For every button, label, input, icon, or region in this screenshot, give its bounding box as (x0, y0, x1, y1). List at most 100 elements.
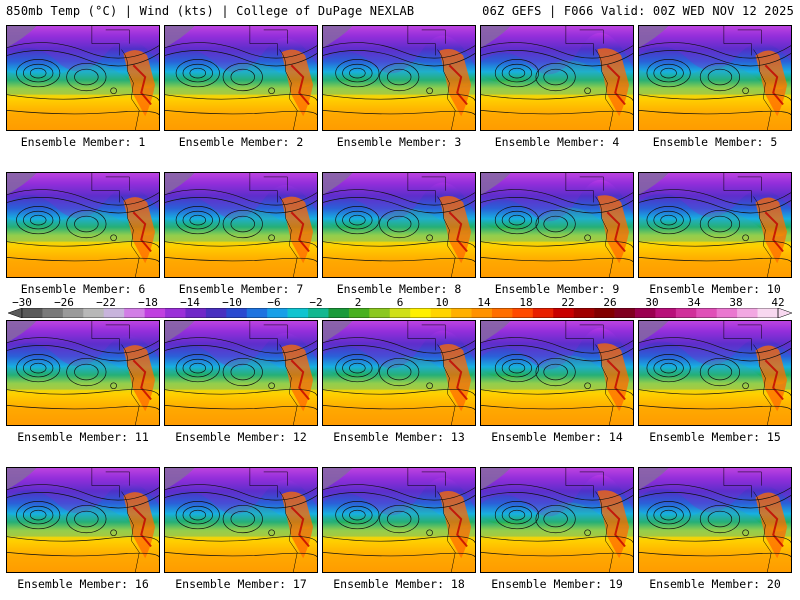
colorbar-tick-label: 10 (435, 296, 449, 309)
colorbar-swatch (144, 308, 166, 318)
ensemble-member-map (638, 172, 792, 278)
ensemble-member-map (322, 172, 476, 278)
colorbar-tick-label: 14 (477, 296, 491, 309)
ensemble-member-map (480, 25, 634, 131)
colorbar-swatch (573, 308, 595, 318)
colorbar-swatch (634, 308, 656, 318)
colorbar-swatch (655, 308, 677, 318)
map-title: 850mb Temp (°C) | Wind (kts) | College o… (6, 4, 415, 18)
colorbar-swatch (83, 308, 105, 318)
colorbar-tick-label: 30 (645, 296, 659, 309)
colorbar-swatch (737, 308, 758, 318)
colorbar-swatch (62, 308, 84, 318)
ensemble-member-label: Ensemble Member: 7 (178, 282, 304, 296)
colorbar-tick-label: −22 (96, 296, 116, 309)
colorbar-tick-label: 38 (729, 296, 743, 309)
colorbar-tick-label: 34 (687, 296, 701, 309)
ensemble-member-map (6, 320, 160, 426)
model-run-info: 06Z GEFS | F066 Valid: 00Z WED NOV 12 20… (482, 4, 794, 18)
ensemble-member-label: Ensemble Member: 1 (20, 135, 146, 149)
ensemble-member-map (164, 25, 318, 131)
ensemble-member-map (480, 320, 634, 426)
colorbar-swatch (124, 308, 145, 318)
colorbar-swatch (696, 308, 718, 318)
ensemble-member-map (322, 320, 476, 426)
ensemble-member-label: Ensemble Member: 4 (494, 135, 620, 149)
colorbar-swatch (512, 308, 534, 318)
colorbar-tick-label: 6 (396, 296, 404, 309)
colorbar-swatch (287, 308, 309, 318)
colorbar-swatch (594, 308, 615, 318)
colorbar-swatch (389, 308, 411, 318)
colorbar-swatch (614, 308, 636, 318)
ensemble-member-label: Ensemble Member: 6 (20, 282, 146, 296)
ensemble-member-map (164, 172, 318, 278)
ensemble-member-map (164, 320, 318, 426)
ensemble-member-map (6, 25, 160, 131)
temperature-colorbar (8, 308, 792, 318)
colorbar-tick-label: −2 (309, 296, 323, 309)
ensemble-member-label: Ensemble Member: 15 (649, 430, 781, 444)
ensemble-member-label: Ensemble Member: 14 (491, 430, 623, 444)
colorbar-swatch (42, 308, 64, 318)
colorbar-swatch (22, 308, 43, 318)
colorbar-swatch (553, 308, 574, 318)
colorbar-swatch (757, 308, 779, 318)
colorbar-swatch (348, 308, 370, 318)
colorbar-swatch (471, 308, 493, 318)
colorbar-tick-label: 18 (519, 296, 533, 309)
colorbar-swatch (103, 308, 125, 318)
colorbar-min-arrow (8, 308, 23, 318)
ensemble-member-map (638, 25, 792, 131)
colorbar-tick-labels: −30 −26 −22 −18 −14 −10 −6 −2 2 6 10 14 18 22 26 30 34 38… (0, 296, 800, 309)
ensemble-member-map (6, 172, 160, 278)
colorbar-swatch (369, 308, 391, 318)
colorbar-tick-label: 26 (603, 296, 617, 309)
colorbar-swatch (451, 308, 472, 318)
colorbar-swatch (246, 308, 268, 318)
ensemble-member-label: Ensemble Member: 8 (336, 282, 462, 296)
colorbar-swatch (328, 308, 350, 318)
colorbar-tick-label: −18 (138, 296, 158, 309)
ensemble-member-map (638, 467, 792, 573)
ensemble-member-map (480, 172, 634, 278)
colorbar-swatch (532, 308, 554, 318)
ensemble-member-map (480, 467, 634, 573)
colorbar-swatch (308, 308, 329, 318)
ensemble-member-label: Ensemble Member: 16 (17, 577, 149, 591)
ensemble-member-label: Ensemble Member: 20 (649, 577, 781, 591)
colorbar-tick-label: −10 (222, 296, 242, 309)
colorbar-swatch (267, 308, 288, 318)
ensemble-member-label: Ensemble Member: 13 (333, 430, 465, 444)
colorbar-max-arrow (777, 308, 792, 318)
ensemble-member-label: Ensemble Member: 17 (175, 577, 307, 591)
ensemble-member-label: Ensemble Member: 3 (336, 135, 462, 149)
colorbar-tick-label: −6 (267, 296, 281, 309)
colorbar-swatch (491, 308, 513, 318)
colorbar-swatch (716, 308, 738, 318)
ensemble-member-label: Ensemble Member: 2 (178, 135, 304, 149)
colorbar-swatch (675, 308, 697, 318)
ensemble-member-label: Ensemble Member: 11 (17, 430, 149, 444)
colorbar-tick-label: −14 (180, 296, 200, 309)
ensemble-member-map (164, 467, 318, 573)
colorbar-swatch (205, 308, 227, 318)
ensemble-member-label: Ensemble Member: 10 (649, 282, 781, 296)
colorbar-tick-label: 2 (354, 296, 362, 309)
ensemble-member-label: Ensemble Member: 12 (175, 430, 307, 444)
colorbar-swatch (226, 308, 248, 318)
ensemble-member-map (638, 320, 792, 426)
ensemble-member-label: Ensemble Member: 18 (333, 577, 465, 591)
colorbar-swatch (185, 308, 207, 318)
colorbar-swatch (430, 308, 452, 318)
colorbar-swatch (410, 308, 431, 318)
ensemble-member-label: Ensemble Member: 5 (652, 135, 778, 149)
colorbar-tick-label: 22 (561, 296, 575, 309)
ensemble-member-map (6, 467, 160, 573)
ensemble-member-label: Ensemble Member: 9 (494, 282, 620, 296)
colorbar-tick-label: 42 (771, 296, 785, 309)
colorbar-tick-label: −26 (54, 296, 74, 309)
colorbar-tick-label: −30 (12, 296, 32, 309)
ensemble-member-map (322, 467, 476, 573)
ensemble-member-label: Ensemble Member: 19 (491, 577, 623, 591)
